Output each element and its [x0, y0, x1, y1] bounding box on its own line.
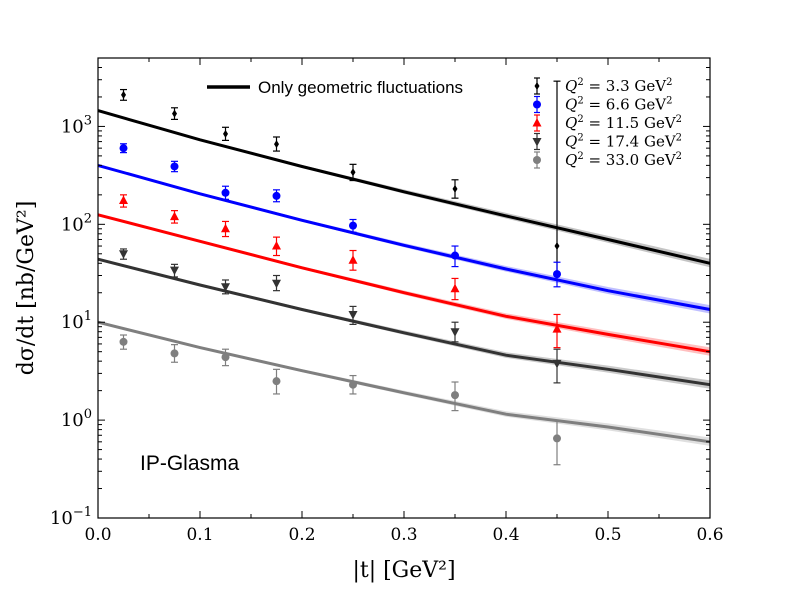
- model-curve: [97, 163, 711, 311]
- data-point: [221, 188, 230, 197]
- x-tick-label: 0.5: [594, 525, 621, 545]
- x-tick-label: 0.6: [696, 525, 723, 545]
- data-point: [223, 129, 228, 138]
- model-curve: [97, 257, 711, 387]
- y-tick-label: 101: [61, 309, 92, 333]
- model-curves: [97, 109, 711, 444]
- data-point: [172, 109, 177, 118]
- data-point: [221, 223, 230, 233]
- model-curve: [97, 109, 711, 265]
- data-point: [552, 324, 562, 333]
- data-point: [119, 250, 128, 259]
- x-axis-label: |t| [GeV²]: [352, 558, 455, 583]
- legend-marker: [534, 82, 540, 90]
- legend-label: Q2 = 3.3 GeV2: [565, 77, 672, 95]
- y-axis-ticks: 10−1 100 101 102 103: [50, 57, 710, 529]
- legend-marker: [532, 138, 542, 147]
- x-tick-label: 0.1: [186, 525, 213, 545]
- data-point: [170, 211, 179, 221]
- data-point: [121, 90, 126, 99]
- model-curve: [97, 213, 711, 354]
- data-point: [221, 283, 230, 292]
- data-point: [553, 434, 561, 443]
- data-point: [450, 328, 460, 337]
- x-tick-label: 0.4: [492, 525, 519, 545]
- model-curve: [97, 320, 711, 444]
- data-point: [221, 353, 230, 362]
- data-point: [349, 221, 357, 230]
- data-point: [450, 283, 460, 293]
- y-tick-label: 10−1: [50, 505, 92, 529]
- data-point: [272, 241, 281, 250]
- data-point: [451, 251, 459, 260]
- data-point: [272, 279, 281, 289]
- data-point: [348, 255, 358, 264]
- data-point: [552, 359, 562, 369]
- data-point: [170, 266, 179, 276]
- annotation-ip-glasma: IP-Glasma: [140, 452, 240, 475]
- data-point: [272, 377, 281, 386]
- data-point: [553, 270, 561, 279]
- data-point: [274, 140, 279, 149]
- data-point: [272, 191, 281, 200]
- data-point: [554, 242, 560, 251]
- data-point: [119, 337, 128, 346]
- data-point: [451, 391, 459, 400]
- y-tick-label: 103: [61, 113, 92, 137]
- data-point: [350, 168, 356, 177]
- legend-marker: [533, 156, 541, 164]
- y-tick-label: 100: [61, 407, 92, 431]
- uncertainty-band: [98, 259, 710, 389]
- legend-label: Q2 = 11.5 GeV2: [565, 114, 682, 132]
- legend-label: Q2 = 33.0 GeV2: [565, 151, 682, 169]
- data-point: [348, 310, 358, 320]
- legend-marker: [533, 100, 541, 109]
- data-point: [119, 195, 128, 205]
- legend-marker: [532, 118, 542, 127]
- y-tick-label: 102: [61, 211, 92, 235]
- x-axis-ticks: 0.0 0.1 0.2 0.3 0.4 0.5 0.6: [84, 58, 724, 545]
- y-axis-label: dσ/dt [nb/GeV²]: [14, 201, 39, 376]
- model-legend-label: Only geometric fluctuations: [258, 78, 463, 97]
- data-point: [170, 349, 179, 358]
- model-legend: Only geometric fluctuations: [207, 78, 463, 97]
- x-tick-label: 0.0: [84, 525, 111, 545]
- data-points: [119, 80, 562, 466]
- x-tick-label: 0.2: [288, 525, 315, 545]
- legend-label: Q2 = 6.6 GeV2: [565, 96, 672, 114]
- data-point: [452, 184, 458, 193]
- data-point: [170, 162, 179, 171]
- data-point: [119, 144, 128, 153]
- data-point: [349, 380, 357, 389]
- x-tick-label: 0.3: [390, 525, 417, 545]
- legend-label: Q2 = 17.4 GeV2: [565, 133, 682, 151]
